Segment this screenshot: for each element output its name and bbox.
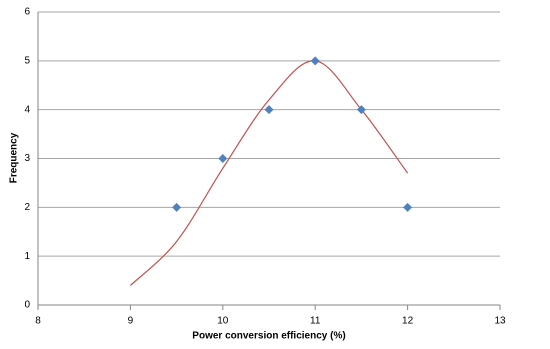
x-axis-title: Power conversion efficiency (%) — [192, 331, 345, 342]
y-tick-label: 1 — [24, 251, 30, 262]
y-tick-label: 4 — [24, 104, 30, 115]
y-tick-label: 5 — [24, 55, 30, 66]
data-point — [356, 105, 366, 115]
data-point — [264, 105, 274, 115]
x-tick-label: 13 — [494, 316, 506, 327]
y-axis-title: Frequency — [9, 132, 20, 183]
x-tick-label: 10 — [217, 316, 229, 327]
fit-curve — [129, 60, 409, 286]
x-tick-label: 8 — [35, 316, 41, 327]
data-point — [172, 202, 182, 212]
data-point — [218, 154, 228, 163]
data-point — [403, 202, 413, 212]
y-tick-label: 0 — [24, 300, 30, 311]
y-tick-label: 2 — [24, 202, 30, 213]
data-point — [310, 56, 320, 66]
x-tick-label: 11 — [310, 316, 321, 327]
x-tick-label: 12 — [402, 316, 414, 327]
y-tick-label: 3 — [24, 153, 30, 164]
y-tick-label: 6 — [24, 7, 30, 18]
x-tick-label: 9 — [128, 316, 134, 327]
